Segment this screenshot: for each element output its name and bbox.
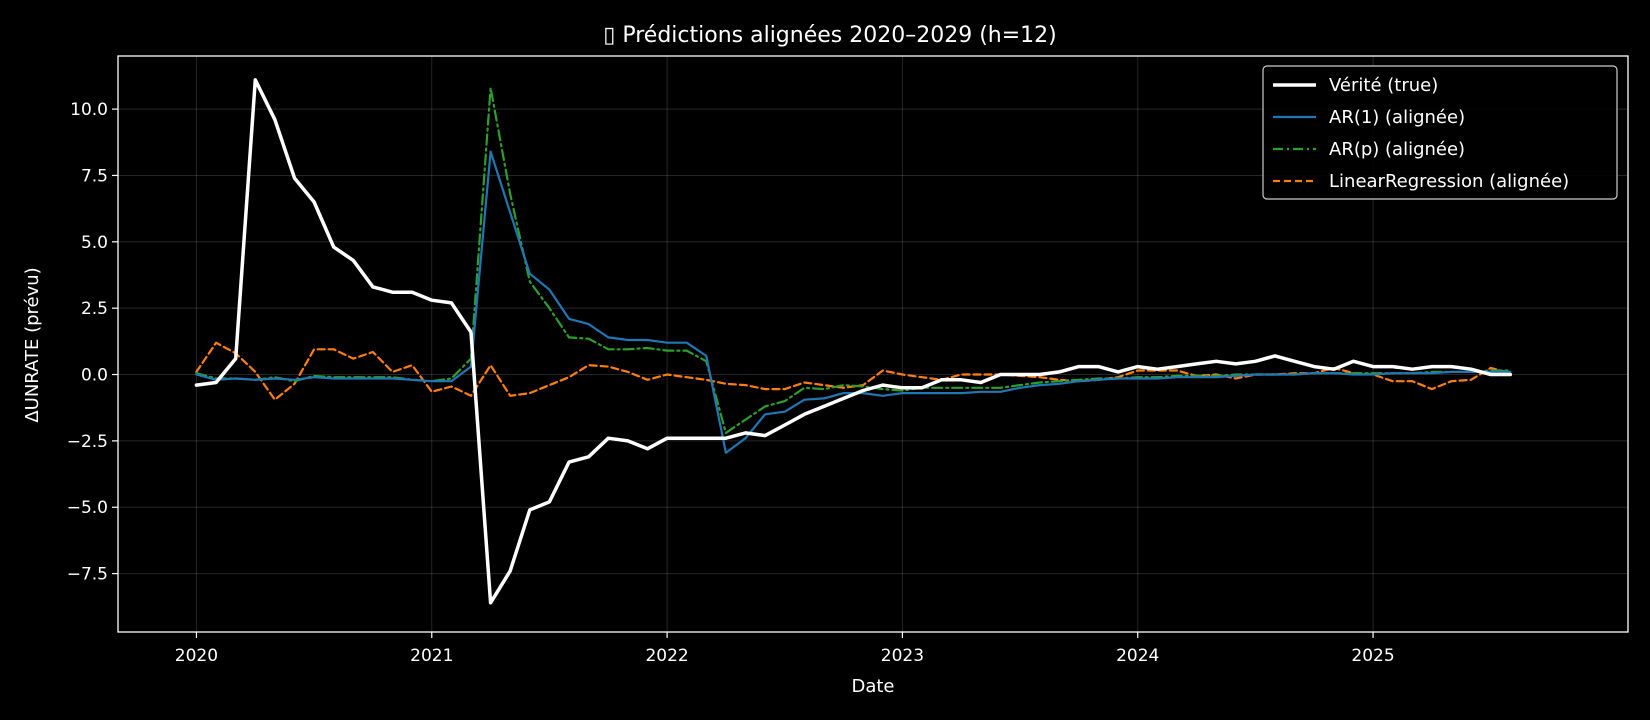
- y-tick-label: 0.0: [81, 366, 108, 386]
- chart-title: ▯ Prédictions alignées 2020–2029 (h=12): [603, 23, 1057, 48]
- y-axis-title: ΔUNRATE (prévu): [22, 267, 43, 422]
- y-tick-label: 2.5: [81, 299, 108, 319]
- x-axis-title: Date: [851, 676, 894, 697]
- plot-frame: [117, 55, 1629, 633]
- x-tick-label: 2021: [410, 646, 453, 666]
- x-tick-label: 2024: [1116, 646, 1159, 666]
- y-tick-label: 7.5: [81, 166, 108, 186]
- y-axis: −7.5 −5.0 −2.5 0.0 2.5 5.0 7.5 10.0: [67, 100, 118, 585]
- series-layer: [194, 78, 1513, 605]
- y-tick-label: −2.5: [67, 432, 108, 452]
- legend-label-3: LinearRegression (alignée): [1329, 171, 1569, 192]
- legend-label-0: Vérité (true): [1329, 75, 1438, 96]
- legend-label-2: AR(p) (alignée): [1329, 139, 1465, 160]
- legend: Vérité (true) AR(1) (alignée) AR(p) (align…: [1262, 65, 1618, 200]
- series-line-0: [194, 78, 1513, 605]
- y-tick-label: 5.0: [81, 233, 108, 253]
- x-tick-label: 2022: [645, 646, 688, 666]
- legend-label-1: AR(1) (alignée): [1329, 107, 1465, 128]
- x-axis: 2020 2021 2022 2023 2024 2025: [175, 632, 1395, 666]
- legend-box: [1262, 65, 1618, 200]
- y-tick-label: −5.0: [67, 498, 108, 518]
- x-tick-label: 2023: [881, 646, 924, 666]
- y-tick-label: 10.0: [70, 100, 108, 120]
- x-tick-label: 2020: [175, 646, 218, 666]
- y-tick-label: −7.5: [67, 565, 108, 585]
- x-tick-label: 2025: [1351, 646, 1394, 666]
